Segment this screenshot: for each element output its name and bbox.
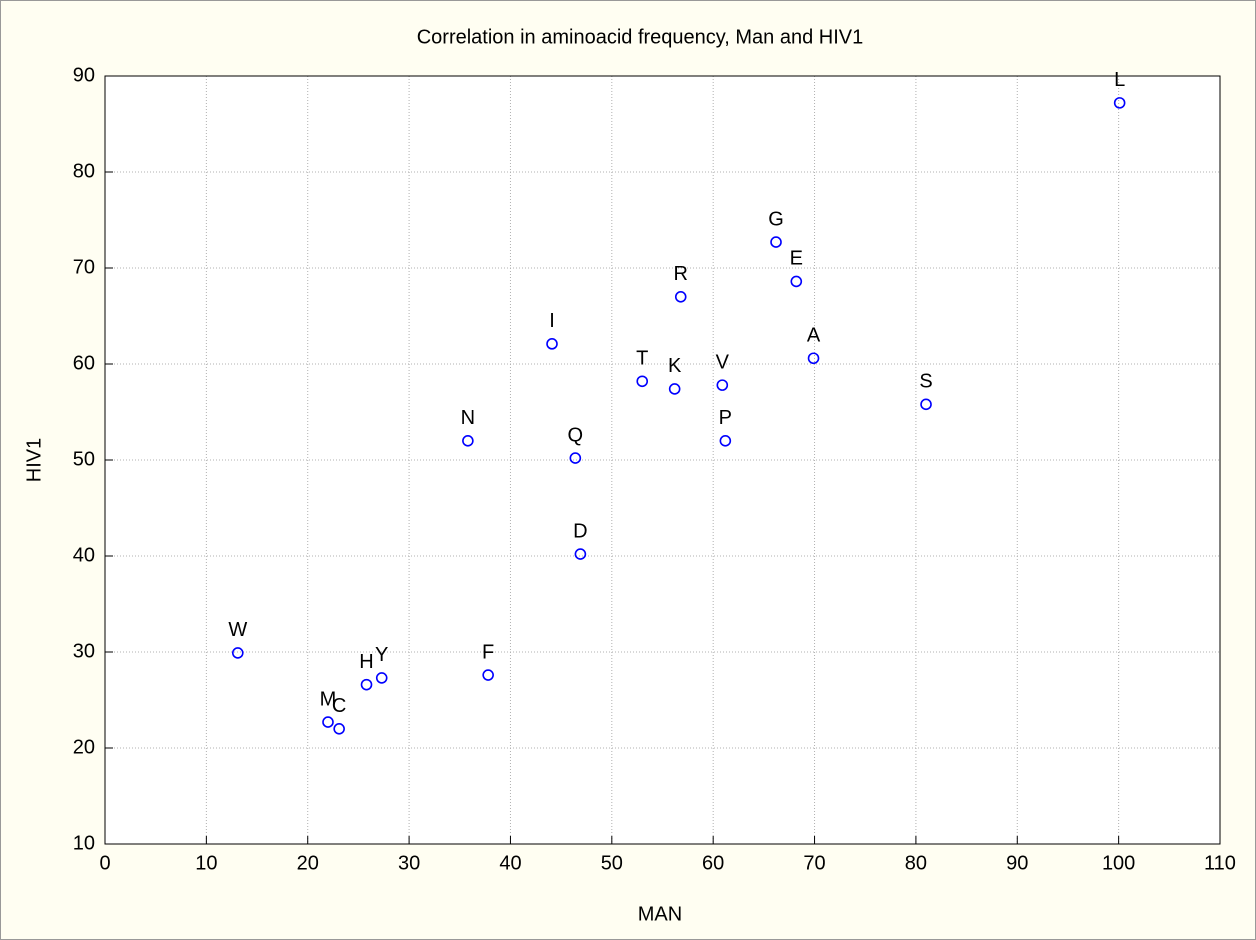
y-tick-label: 80 (73, 160, 95, 182)
x-tick-label: 90 (1006, 852, 1028, 874)
point (770, 236, 782, 248)
y-tick-label: 50 (73, 448, 95, 470)
plot-area (104, 75, 1221, 845)
point-label: K (668, 355, 682, 377)
point-label: W (228, 619, 247, 641)
point (333, 722, 345, 735)
point (807, 352, 820, 365)
point (462, 434, 474, 447)
point-label: H (359, 651, 373, 673)
point-label: P (719, 407, 732, 429)
point (574, 548, 587, 560)
point (231, 647, 244, 659)
point-label: L (1114, 69, 1125, 91)
point (920, 398, 932, 411)
point (360, 678, 373, 691)
x-tick-label: 70 (803, 852, 825, 874)
x-axis-label: MAN (638, 903, 682, 925)
point (1113, 97, 1126, 109)
y-tick-label: 40 (73, 544, 95, 566)
x-tick-label: 60 (702, 852, 724, 874)
point-label: G (768, 208, 784, 230)
x-tick-label: 20 (297, 852, 319, 874)
chart-title: Correlation in aminoacid frequency, Man … (417, 26, 864, 48)
point-label: I (549, 310, 555, 332)
x-tick-label: 10 (195, 852, 217, 874)
point-label: R (674, 263, 688, 285)
point-label: V (716, 351, 730, 373)
point (375, 672, 388, 684)
point-label: E (790, 248, 803, 270)
x-tick-label: 50 (601, 852, 623, 874)
point (322, 716, 334, 728)
point-label: C (332, 695, 346, 717)
point-label: S (919, 371, 932, 393)
y-tick-label: 60 (73, 352, 95, 374)
point (674, 290, 687, 303)
x-tick-label: 80 (905, 852, 927, 874)
point (546, 338, 558, 350)
point (716, 379, 729, 391)
point (790, 275, 803, 288)
point-label: A (807, 325, 821, 347)
point-label: M (320, 688, 337, 710)
point (668, 383, 681, 395)
point-label: F (482, 641, 494, 663)
x-tick-label: 40 (499, 852, 521, 874)
y-tick-label: 20 (73, 736, 95, 758)
x-tick-label: 100 (1102, 852, 1135, 874)
x-tick-label: 0 (99, 852, 110, 874)
y-tick-label: 30 (73, 640, 95, 662)
y-tick-label: 90 (73, 64, 95, 86)
point (719, 434, 732, 447)
x-tick-label: 30 (398, 852, 420, 874)
point-label: Y (375, 644, 388, 666)
point (482, 669, 494, 681)
point (636, 375, 649, 388)
y-tick-label: 70 (73, 256, 95, 278)
x-tick-label: 110 (1204, 852, 1236, 874)
plot-frame (104, 75, 1221, 845)
point-label: Q (568, 424, 584, 446)
point-label: T (636, 348, 648, 370)
point-label: N (461, 407, 475, 429)
point-label: D (573, 520, 587, 542)
point (569, 452, 582, 464)
y-axis-label: HIV1 (23, 438, 45, 482)
y-tick-label: 10 (73, 832, 95, 854)
